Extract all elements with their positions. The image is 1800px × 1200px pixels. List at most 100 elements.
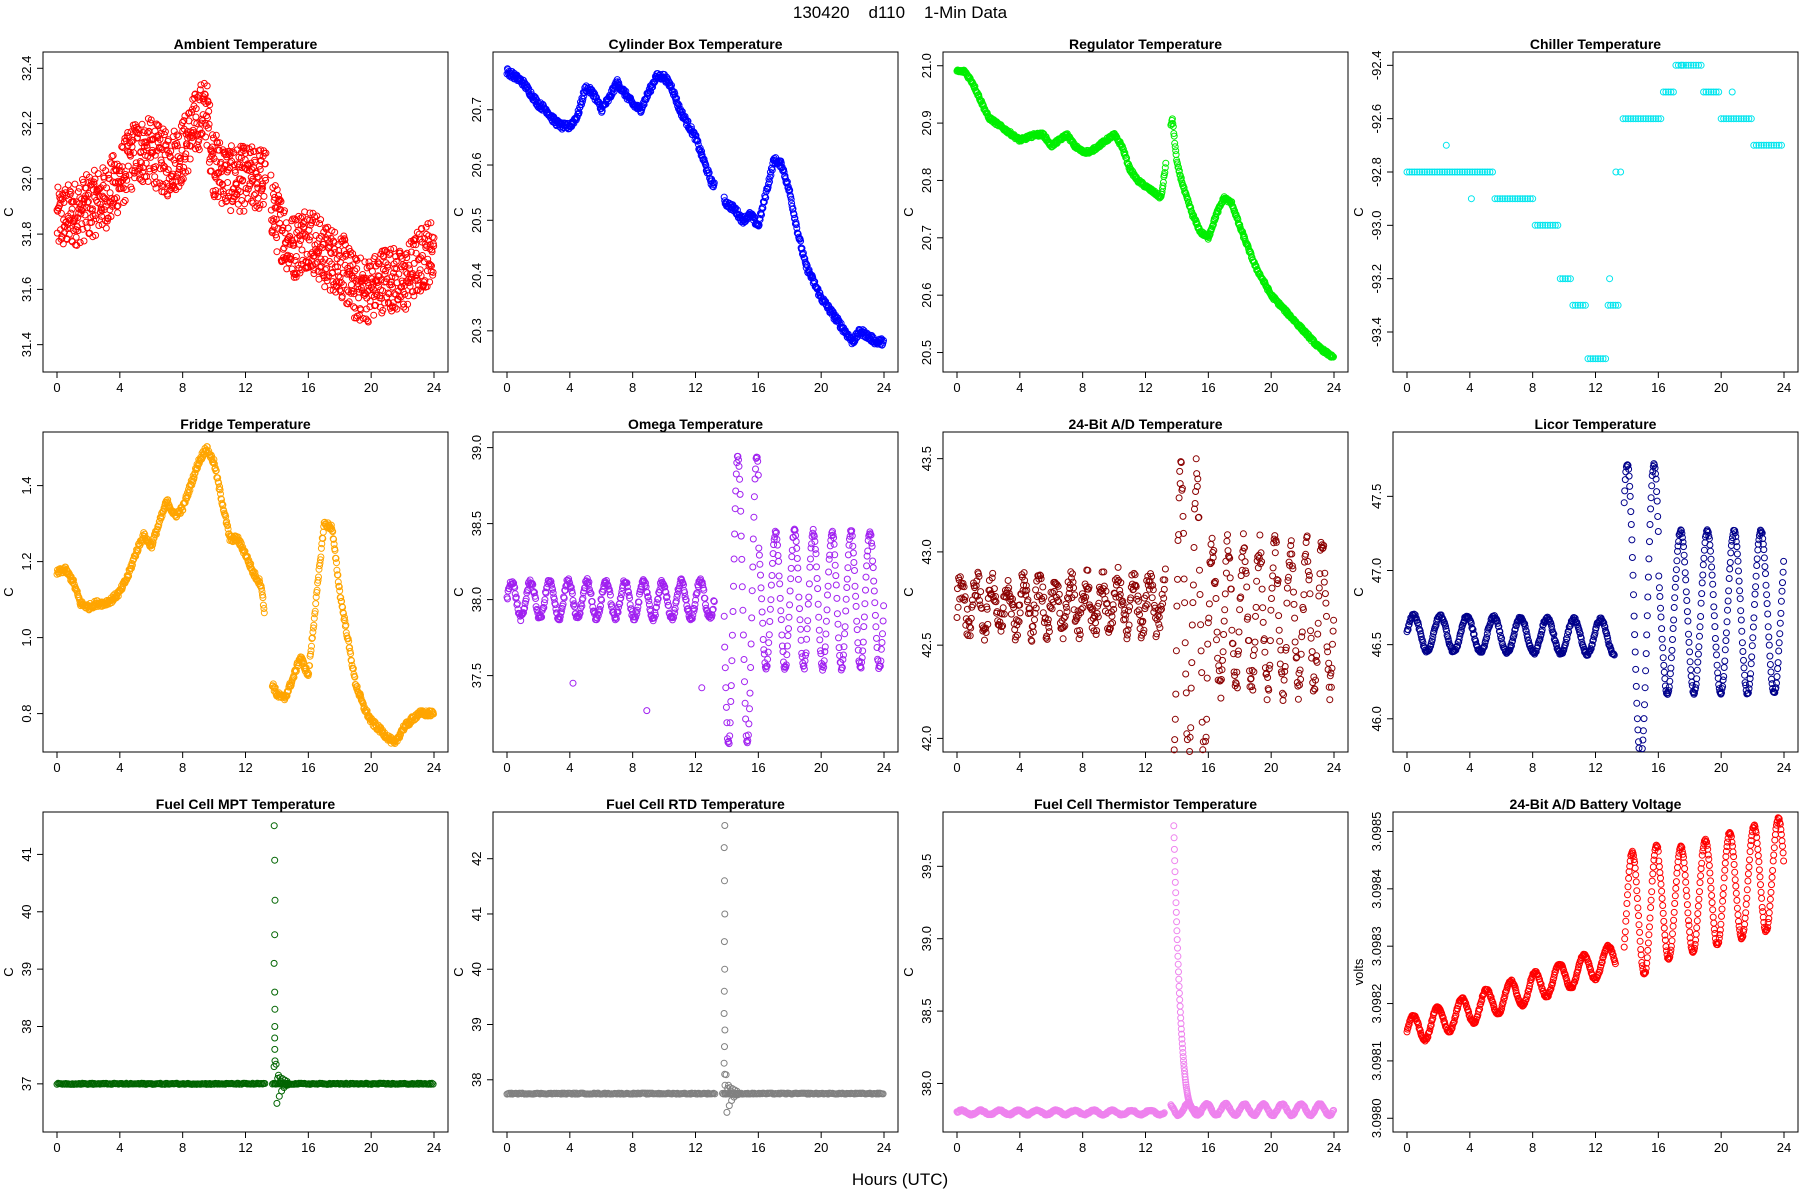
data-point (1031, 616, 1038, 624)
data-point (403, 249, 411, 257)
data-point (1730, 115, 1738, 123)
x-tick-label: 0 (503, 760, 510, 775)
data-point (803, 262, 811, 270)
data-point (183, 493, 191, 501)
data-point (843, 584, 851, 591)
data-point (1059, 635, 1067, 643)
data-point (224, 522, 232, 530)
data-point (797, 636, 805, 644)
data-point (341, 241, 349, 249)
data-point (311, 610, 319, 618)
data-point (310, 621, 318, 629)
data-point (146, 167, 154, 175)
data-point (213, 158, 221, 166)
data-point (1654, 115, 1662, 123)
data-point (569, 679, 577, 687)
data-point (879, 617, 887, 625)
data-point (748, 614, 756, 622)
y-tick-label: -92.6 (1369, 104, 1384, 134)
data-point (1501, 195, 1509, 203)
data-point (832, 572, 840, 580)
data-point (315, 234, 323, 242)
data-point (1448, 168, 1456, 176)
data-point (382, 259, 390, 267)
data-point (336, 587, 344, 595)
data-point (1075, 635, 1083, 643)
data-point (334, 571, 342, 579)
data-point (720, 612, 728, 620)
data-point (1473, 168, 1481, 176)
data-point (730, 582, 737, 590)
x-tick-label: 12 (688, 760, 702, 775)
data-point (1644, 115, 1652, 123)
data-point (427, 219, 435, 227)
data-point (392, 257, 400, 265)
data-point (787, 575, 795, 583)
data-point (1647, 115, 1655, 123)
data-point (227, 207, 235, 215)
chart-title: Cylinder Box Temperature (608, 36, 782, 52)
data-point (81, 211, 89, 219)
data-point (410, 259, 418, 267)
data-point (74, 227, 82, 235)
data-point (749, 535, 757, 543)
data-point (1519, 195, 1527, 203)
data-point (1760, 141, 1768, 149)
data-point (59, 240, 67, 248)
y-tick-label: 31.8 (19, 221, 34, 246)
data-series (503, 452, 888, 748)
data-point (231, 169, 239, 176)
data-point (784, 632, 792, 640)
data-point (145, 165, 153, 173)
data-point (698, 684, 706, 692)
data-point (106, 189, 114, 197)
data-point (229, 198, 237, 206)
data-point (321, 255, 329, 263)
data-point (1159, 182, 1167, 190)
data-point (312, 600, 320, 608)
data-point (852, 592, 860, 600)
plot-frame (1392, 51, 1799, 373)
data-point (750, 513, 758, 521)
data-point (844, 564, 852, 572)
data-point (766, 618, 774, 625)
data-point (151, 151, 159, 159)
data-point (190, 473, 198, 481)
data-point (424, 255, 432, 263)
data-point (843, 575, 851, 583)
data-point (738, 555, 746, 563)
data-point (816, 636, 824, 644)
data-point (977, 588, 985, 596)
data-point (1757, 141, 1765, 149)
data-point (1755, 141, 1763, 149)
data-point (216, 483, 224, 491)
data-series (1403, 61, 1785, 363)
data-point (156, 135, 164, 143)
data-point (573, 113, 581, 121)
data-point (71, 180, 79, 188)
data-point (1727, 115, 1735, 123)
data-point (850, 559, 858, 566)
data-point (348, 657, 355, 665)
y-tick-label: 38.0 (469, 587, 484, 612)
data-point (1732, 115, 1740, 123)
data-point (1168, 115, 1176, 123)
data-point (387, 245, 395, 253)
data-point (741, 678, 748, 686)
data-point (321, 266, 329, 274)
data-point (814, 585, 822, 593)
x-tick-label: 0 (953, 760, 960, 775)
data-point (205, 107, 213, 115)
data-point (357, 254, 364, 262)
data-point (85, 190, 93, 197)
data-point (1516, 195, 1524, 203)
data-point (1544, 221, 1552, 229)
data-point (130, 169, 138, 177)
data-point (342, 621, 350, 629)
data-point (361, 258, 369, 266)
data-point (1463, 168, 1471, 176)
data-point (64, 181, 72, 189)
